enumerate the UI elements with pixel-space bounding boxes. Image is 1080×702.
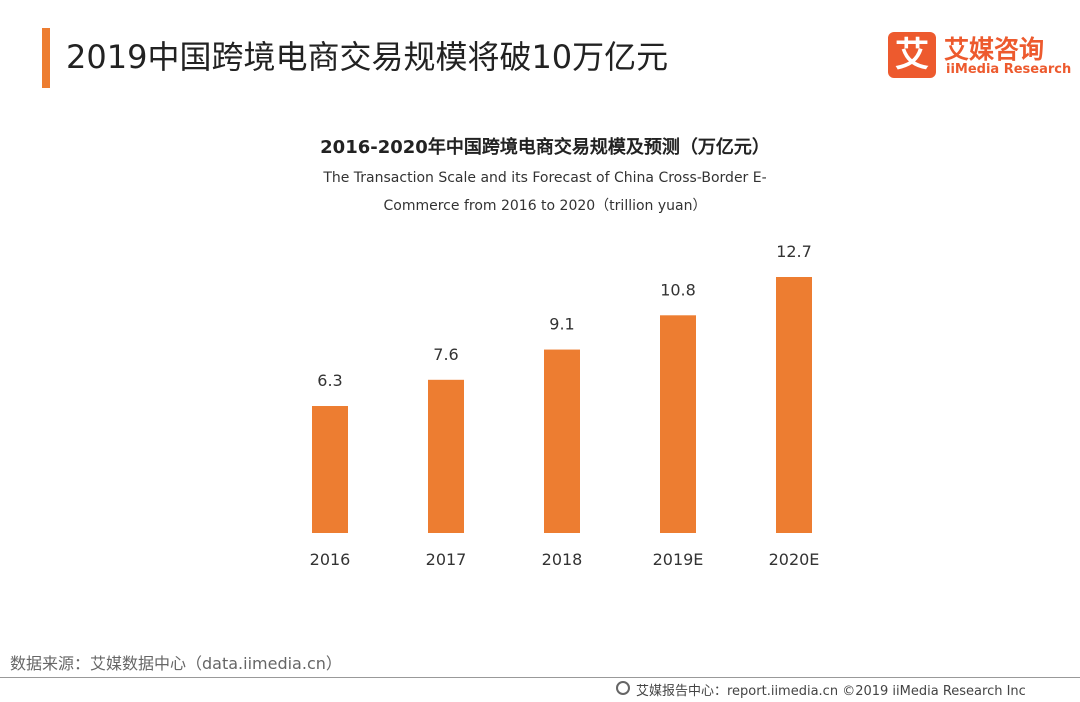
x-tick-label: 2017 <box>426 550 467 569</box>
value-label: 9.1 <box>549 315 574 334</box>
bar <box>776 277 812 533</box>
copyright: 艾媒报告中心：report.iimedia.cn ©2019 iiMedia R… <box>636 684 1026 699</box>
bar <box>428 379 464 533</box>
x-tick-label: 2019E <box>653 550 704 569</box>
value-label: 7.6 <box>433 345 458 364</box>
logo-sub: iiMedia Research <box>946 62 1072 77</box>
source: 数据来源：艾媒数据中心（data.iimedia.cn） <box>10 654 342 673</box>
title-accent <box>42 28 50 88</box>
chart-subtitle: The Transaction Scale and its Forecast o… <box>323 170 767 214</box>
footer-rule <box>0 677 1080 678</box>
logo-name: 艾媒咨询 <box>944 35 1045 64</box>
logo-icon: 艾 <box>888 32 936 78</box>
bar <box>312 406 348 533</box>
chart-title: 2016-2020年中国跨境电商交易规模及预测（万亿元） <box>320 137 770 158</box>
globe-icon <box>616 681 630 695</box>
x-tick-label: 2016 <box>310 550 351 569</box>
value-label: 10.8 <box>660 280 696 299</box>
value-label: 12.7 <box>776 242 812 261</box>
value-label: 6.3 <box>317 371 342 390</box>
x-tick-label: 2018 <box>542 550 583 569</box>
page-title: 2019中国跨境电商交易规模将破10万亿元 <box>66 38 669 76</box>
bar <box>544 349 580 533</box>
bar <box>660 315 696 533</box>
x-tick-label: 2020E <box>769 550 820 569</box>
